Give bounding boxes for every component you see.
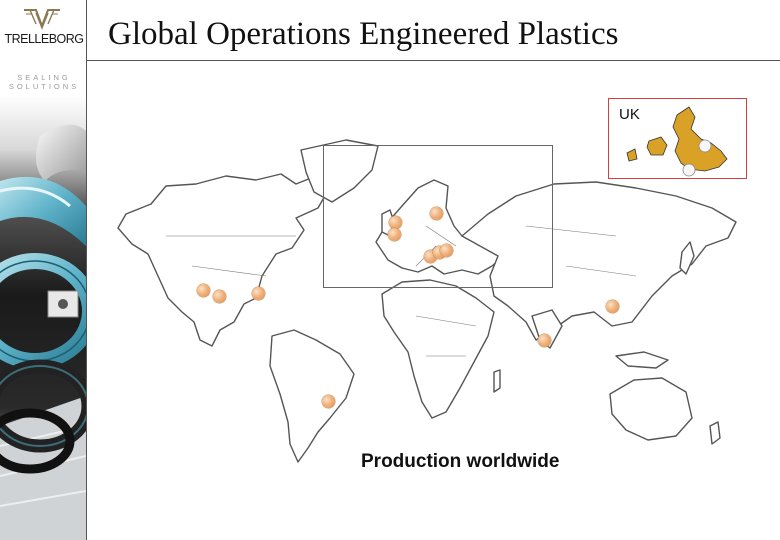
map-caption: Production worldwide (361, 451, 560, 472)
uk-site-marker-north (698, 139, 712, 153)
header-divider-horizontal (86, 60, 780, 61)
asia-landmass (461, 181, 737, 341)
tagline-sealing: SEALING (17, 73, 71, 82)
greenland-landmass (300, 139, 379, 203)
header-divider-vertical (86, 0, 87, 540)
north-america-landmass (117, 173, 327, 347)
uk-inset-map (626, 106, 728, 177)
africa-landmass (381, 279, 495, 419)
site-marker-brazil (322, 395, 335, 408)
trelleborg-logo: TRELLEBORG (0, 0, 88, 62)
site-marker-uk (389, 216, 402, 229)
sealing-products-photo (0, 96, 86, 540)
indonesia-landmass (615, 351, 669, 369)
uk-inset-label: UK (619, 106, 640, 123)
uk-site-marker-south (682, 163, 696, 177)
site-marker-china (606, 300, 619, 313)
site-marker-us-east (252, 287, 265, 300)
australia-landmass (609, 377, 693, 441)
page-title: Global Operations Engineered Plastics (108, 16, 619, 52)
trelleborg-emblem-icon (24, 9, 60, 30)
uk-inset: UK (608, 98, 747, 179)
site-marker-us-southwest (213, 290, 226, 303)
site-marker-france-west (388, 228, 401, 241)
logo-wordmark: TRELLEBORG (4, 32, 84, 46)
site-marker-sweden (430, 207, 443, 220)
japan-landmass (679, 241, 695, 275)
south-america-landmass (269, 329, 355, 463)
sidebar: TRELLEBORG SEALING SOLUTIONS (0, 0, 88, 540)
site-marker-india (538, 334, 551, 347)
site-marker-austria (440, 244, 453, 257)
europe-inset-frame (323, 145, 553, 288)
madagascar-landmass (493, 369, 501, 393)
new-zealand-landmass (709, 421, 721, 445)
site-marker-us-west (197, 284, 210, 297)
tagline-solutions: SOLUTIONS (8, 82, 80, 91)
world-map (117, 139, 737, 463)
